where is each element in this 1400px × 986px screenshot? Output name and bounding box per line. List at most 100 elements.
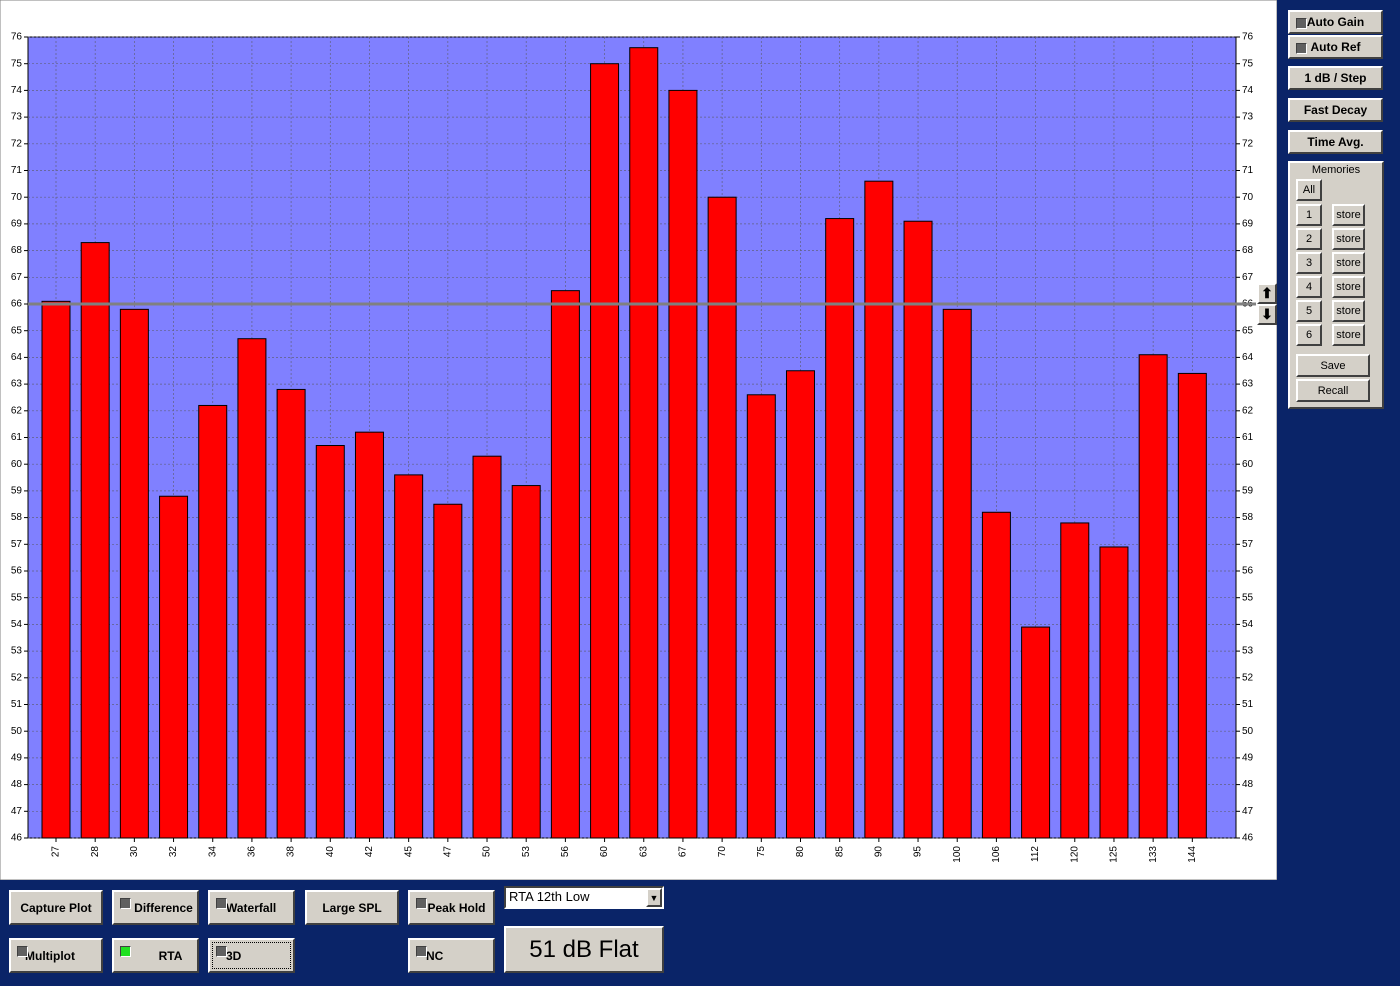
bar: [1060, 522, 1090, 839]
y-tick-label: 48: [11, 779, 23, 790]
label: RTA 12th Low: [509, 889, 590, 904]
group-title: Memories: [1311, 164, 1361, 176]
x-tick-label: 50: [482, 846, 493, 858]
label: Difference: [134, 900, 193, 915]
bar: [942, 308, 972, 839]
y2-tick-label: 58: [1242, 512, 1254, 523]
memory-slot[interactable]: 5: [1296, 300, 1322, 322]
y2-tick-label: 70: [1242, 192, 1254, 203]
average[interactable]: Time Avg.: [1288, 130, 1383, 154]
y2-tick-label: 53: [1242, 646, 1254, 657]
arrow-up[interactable]: ⬆: [1257, 283, 1277, 304]
bar: [785, 370, 815, 839]
y-tick-label: 62: [11, 405, 23, 416]
store-button[interactable]: store: [1332, 252, 1365, 274]
chart: 46 46 47 47 48 48 49 49 50 50 51 51 52 52 53 53 54 54 55 55…: [0, 0, 1277, 880]
memory-slot[interactable]: 2: [1296, 228, 1322, 250]
memory-slot[interactable]: 3: [1296, 252, 1322, 274]
y-tick-label: 75: [11, 58, 23, 69]
bar: [1177, 372, 1207, 839]
store-button[interactable]: store: [1332, 324, 1365, 346]
store-button[interactable]: store: [1332, 204, 1365, 226]
label: Multiplot: [25, 948, 75, 963]
large-spl-button[interactable]: Large SPL: [305, 890, 399, 925]
x-tick-label: 80: [795, 846, 806, 858]
store-button[interactable]: store: [1332, 300, 1365, 322]
y-tick-label: 63: [11, 379, 23, 390]
y-tick-label: 47: [11, 806, 23, 817]
nc-button[interactable]: NC: [408, 938, 495, 973]
step[interactable]: 1 dB / Step: [1288, 66, 1383, 90]
y-tick-label: 73: [11, 112, 23, 123]
y-tick-label: 50: [11, 726, 23, 737]
arrow-down[interactable]: ⬇: [1257, 304, 1277, 325]
bar: [707, 196, 737, 839]
y-tick-label: 46: [11, 833, 23, 844]
capture-button[interactable]: Capture Plot: [9, 890, 103, 925]
y2-tick-label: 72: [1242, 138, 1254, 149]
memory-slot[interactable]: 6: [1296, 324, 1322, 346]
bar: [629, 47, 659, 839]
waterfall-button[interactable]: Waterfall: [208, 890, 295, 925]
x-tick-label: 85: [834, 846, 845, 858]
memory-slot[interactable]: 1: [1296, 204, 1322, 226]
all-button[interactable]: All: [1296, 179, 1322, 201]
y2-tick-label: 76: [1242, 32, 1254, 43]
x-tick-label: 60: [599, 846, 610, 858]
label: Auto Ref: [1310, 40, 1361, 54]
y-tick-label: 71: [11, 165, 23, 176]
auto-ref[interactable]: Auto Ref: [1288, 35, 1383, 59]
decay[interactable]: Fast Decay: [1288, 98, 1383, 122]
rta-button[interactable]: RTA: [112, 938, 199, 973]
bar: [394, 474, 424, 839]
store-button[interactable]: store: [1332, 228, 1365, 250]
label: Fast Decay: [1303, 103, 1368, 117]
x-tick-label: 100: [952, 846, 963, 863]
recall-button[interactable]: Recall: [1296, 379, 1370, 402]
mode-select[interactable]: RTA 12th Low ▼: [504, 886, 664, 909]
y-tick-label: 68: [11, 245, 23, 256]
y-tick-label: 60: [11, 459, 23, 470]
bar: [41, 300, 71, 839]
y2-tick-label: 67: [1242, 272, 1254, 283]
3d-button[interactable]: 3D: [208, 938, 295, 973]
y2-tick-label: 60: [1242, 459, 1254, 470]
y2-tick-label: 54: [1242, 619, 1254, 630]
x-tick-label: 120: [1069, 846, 1080, 863]
y-tick-label: 58: [11, 512, 23, 523]
bar: [315, 445, 345, 839]
x-tick-label: 42: [364, 846, 375, 858]
multiplot-button[interactable]: Multiplot: [9, 938, 103, 973]
bar: [511, 485, 541, 839]
bar: [864, 180, 894, 839]
label: Waterfall: [226, 900, 277, 915]
y-tick-label: 51: [11, 699, 23, 710]
difference-button[interactable]: Difference: [112, 890, 199, 925]
y2-tick-label: 75: [1242, 58, 1254, 69]
x-tick-label: 125: [1109, 846, 1120, 863]
y-tick-label: 70: [11, 192, 23, 203]
peak-hold-button[interactable]: Peak Hold: [408, 890, 495, 925]
store-button[interactable]: store: [1332, 276, 1365, 298]
y2-tick-label: 62: [1242, 405, 1254, 416]
y2-tick-label: 68: [1242, 245, 1254, 256]
x-tick-label: 95: [913, 846, 924, 858]
bar: [1099, 546, 1129, 839]
bar: [668, 89, 698, 839]
y2-tick-label: 56: [1242, 566, 1254, 577]
y2-tick-label: 65: [1242, 325, 1254, 336]
bar: [237, 338, 267, 839]
y2-tick-label: 59: [1242, 486, 1254, 497]
y2-tick-label: 61: [1242, 432, 1254, 443]
y-tick-label: 57: [11, 539, 23, 550]
memory-slot[interactable]: 4: [1296, 276, 1322, 298]
y-tick-label: 69: [11, 219, 23, 230]
y2-tick-label: 71: [1242, 165, 1254, 176]
save-button[interactable]: Save: [1296, 354, 1370, 377]
x-tick-label: 144: [1187, 846, 1198, 863]
auto-gain[interactable]: Auto Gain: [1288, 10, 1383, 34]
y-tick-label: 59: [11, 486, 23, 497]
bar: [80, 242, 110, 839]
bar: [276, 388, 306, 839]
